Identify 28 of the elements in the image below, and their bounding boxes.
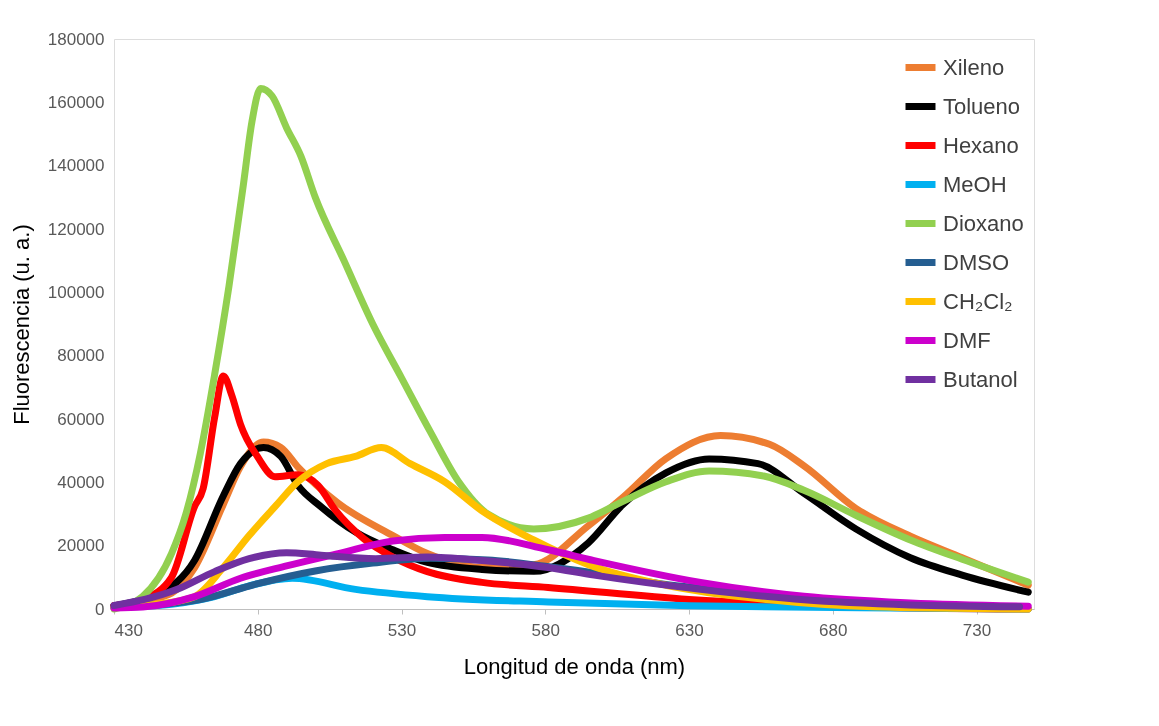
y-tick-label: 40000 [57,472,105,492]
y-tick-label: 80000 [57,346,105,366]
legend-label: Dioxano [943,210,1024,236]
x-tick-label: 680 [819,620,848,640]
y-tick-label: 60000 [57,409,105,429]
x-tick-label: 580 [531,620,560,640]
x-tick-label: 530 [387,620,417,640]
y-tick-label: 100000 [47,282,105,302]
x-tick-label: 730 [962,620,992,640]
x-tick-label: 480 [244,620,273,640]
legend-label: Xileno [943,54,1005,80]
y-tick-label: 160000 [47,92,105,112]
y-tick-label: 120000 [47,219,105,239]
x-tick-label: 430 [114,620,143,640]
x-axis-title: Longitud de onda (nm) [463,653,686,679]
legend-label: DMF [943,327,991,353]
legend-label: Hexano [943,132,1019,158]
y-tick-label: 0 [95,599,105,619]
y-tick-label: 140000 [47,156,105,176]
legend-label: Butanol [943,366,1018,392]
legend-label: Tolueno [943,93,1021,119]
legend-label: MeOH [943,171,1007,197]
x-tick-label: 630 [675,620,704,640]
y-tick-label: 20000 [57,536,105,556]
legend-label: CH₂Cl₂ [943,288,1013,314]
y-axis-title: Fluorescencia (u. a.) [8,224,34,425]
legend-label: DMSO [943,249,1009,275]
y-tick-label: 180000 [47,29,105,49]
